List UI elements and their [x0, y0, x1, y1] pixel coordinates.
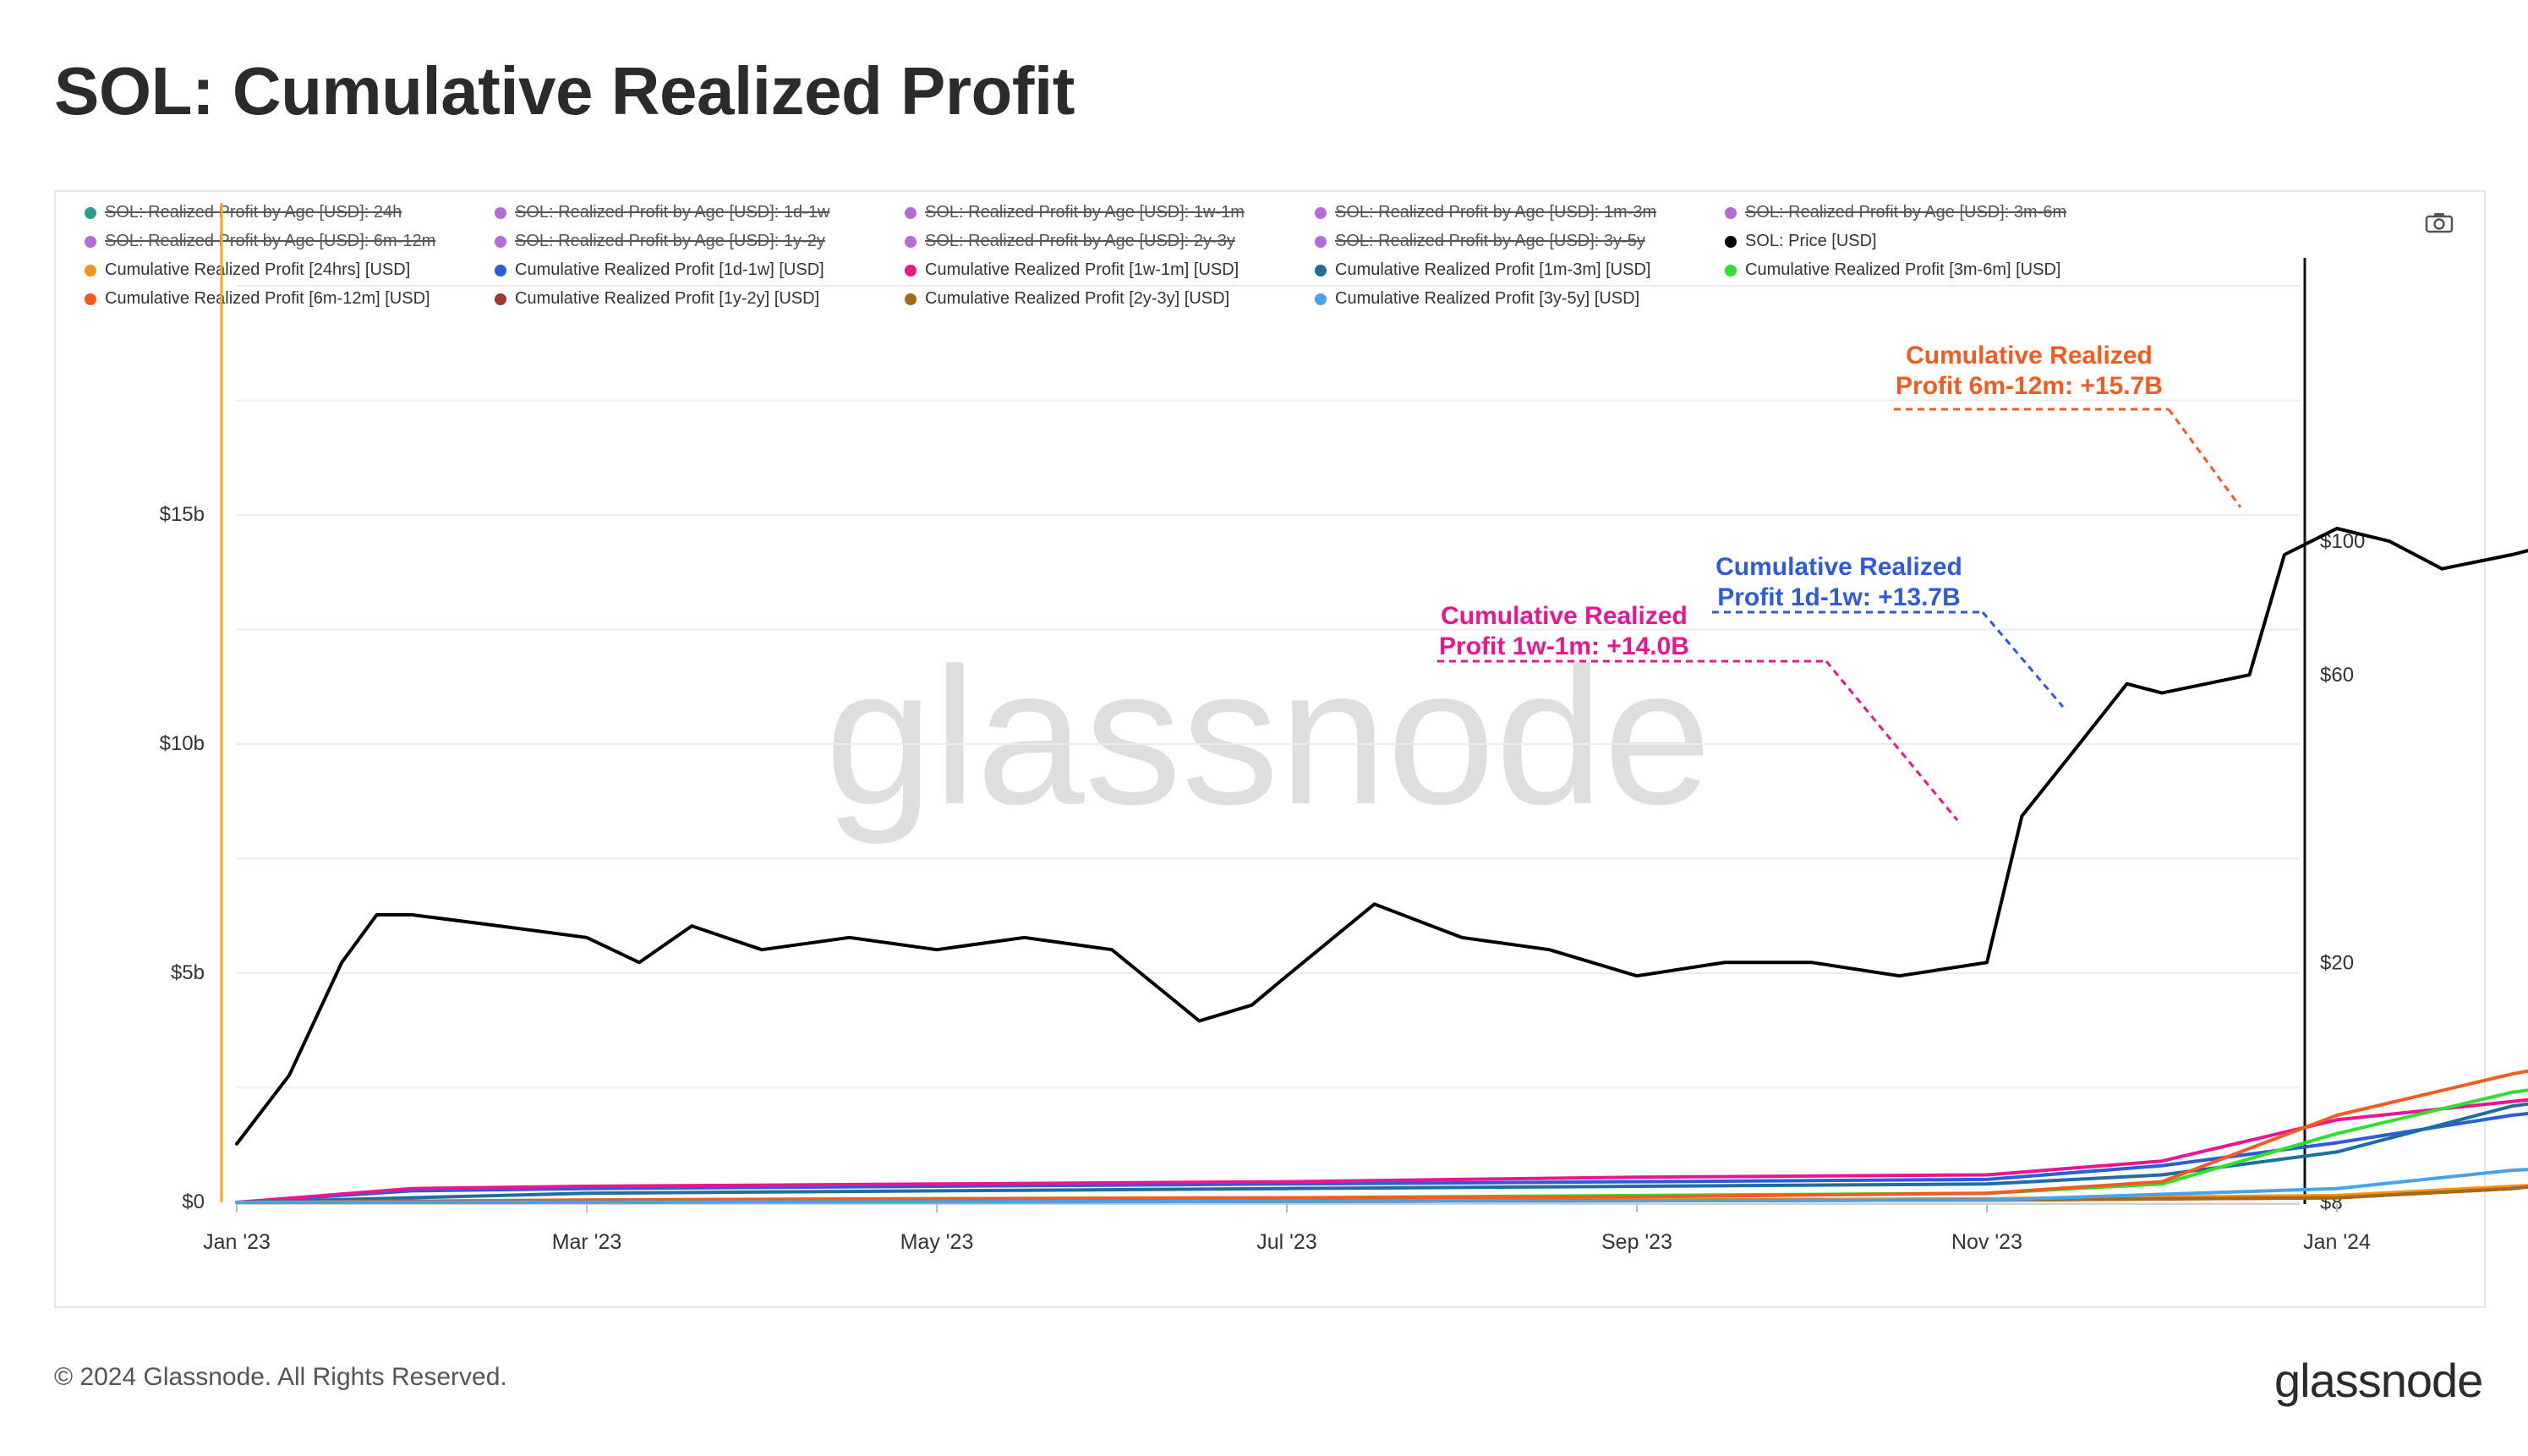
legend-label: SOL: Realized Profit by Age [USD]: 1y-2y [515, 232, 825, 250]
legend-dot-icon [495, 206, 506, 219]
legend-item[interactable]: Cumulative Realized Profit [1d-1w] [USD] [495, 260, 824, 280]
legend-label: Cumulative Realized Profit [6m-12m] [USD… [105, 289, 430, 308]
legend-item[interactable]: SOL: Realized Profit by Age [USD]: 24h [85, 203, 402, 222]
legend-item[interactable]: Cumulative Realized Profit [3y-5y] [USD] [1315, 289, 1639, 309]
legend-dot-icon [85, 235, 96, 248]
camera-icon[interactable] [2425, 211, 2454, 233]
legend-dot-icon [905, 293, 917, 305]
annotation-text: Profit 1w-1m: +14.0B [1439, 632, 1689, 660]
legend-item[interactable]: Cumulative Realized Profit [3m-6m] [USD] [1725, 260, 2060, 280]
legend-item[interactable]: Cumulative Realized Profit [6m-12m] [USD… [85, 289, 430, 309]
series-lines [235, 527, 2528, 1204]
legend-item[interactable]: Cumulative Realized Profit [24hrs] [USD] [85, 260, 410, 280]
watermark: glassnode [825, 627, 1712, 845]
chart-frame [54, 190, 2486, 1308]
legend-item[interactable]: SOL: Price [USD] [1725, 232, 1877, 251]
annotation-text: Cumulative Realized [1441, 602, 1688, 630]
page-title: SOL: Cumulative Realized Profit [54, 53, 1075, 129]
legend-dot-icon [85, 293, 96, 305]
legend-dot-icon [495, 293, 506, 305]
legend-item[interactable]: SOL: Realized Profit by Age [USD]: 3y-5y [1315, 232, 1645, 251]
legend-label: SOL: Realized Profit by Age [USD]: 3m-6m [1745, 203, 2067, 222]
legend-label: Cumulative Realized Profit [24hrs] [USD] [105, 260, 411, 279]
legend-label: SOL: Realized Profit by Age [USD]: 1w-1m [925, 203, 1245, 222]
series-line [235, 1088, 2528, 1204]
legend-dot-icon [495, 235, 506, 248]
copyright-footer: © 2024 Glassnode. All Rights Reserved. [54, 1363, 507, 1391]
x-tick-label: Jan '24 [2303, 1230, 2371, 1254]
legend-item[interactable]: Cumulative Realized Profit [1w-1m] [USD] [905, 260, 1239, 280]
y-right-tick-label: $60 [2320, 664, 2354, 687]
legend-dot-icon [85, 206, 96, 219]
annotation-text: Cumulative Realized [1715, 553, 1962, 581]
series-line [235, 1069, 2528, 1204]
legend-item[interactable]: SOL: Realized Profit by Age [USD]: 1w-1m [905, 203, 1245, 222]
annotation-leader [1825, 660, 1959, 821]
legend-label: SOL: Price [USD] [1745, 232, 1877, 250]
x-tick-label: Jul '23 [1256, 1230, 1316, 1254]
legend-item[interactable]: SOL: Realized Profit by Age [USD]: 1m-3m [1315, 203, 1656, 222]
legend-dot-icon [85, 264, 96, 276]
grid [237, 284, 2300, 1203]
x-tick-label: Jan '23 [203, 1230, 271, 1254]
x-tick-label: Sep '23 [1601, 1230, 1672, 1254]
legend-label: Cumulative Realized Profit [3y-5y] [USD] [1335, 289, 1640, 308]
legend-dot-icon [1315, 235, 1327, 248]
series-line [235, 1185, 2528, 1204]
legend-dot-icon [905, 264, 917, 276]
legend-dot-icon [905, 206, 917, 219]
annotation-leader [2167, 408, 2242, 508]
legend-label: SOL: Realized Profit by Age [USD]: 24h [105, 203, 402, 222]
legend-dot-icon [1725, 264, 1737, 276]
legend-label: SOL: Realized Profit by Age [USD]: 3y-5y [1335, 232, 1645, 250]
legend-label: SOL: Realized Profit by Age [USD]: 6m-12… [105, 232, 436, 250]
legend-item[interactable]: SOL: Realized Profit by Age [USD]: 1y-2y [495, 232, 825, 251]
legend-item[interactable]: SOL: Realized Profit by Age [USD]: 1d-1w [495, 203, 829, 222]
legend-item[interactable]: Cumulative Realized Profit [1y-2y] [USD] [495, 289, 819, 309]
annotation-text: Profit 1d-1w: +13.7B [1717, 583, 1961, 611]
annotation-text: Cumulative Realized [1906, 342, 2153, 369]
annotations: Cumulative Realized Profit 6m-12m: +15.7B… [1437, 342, 2242, 821]
series-line [235, 1111, 2528, 1204]
price-line [235, 527, 2528, 1146]
legend-item[interactable]: SOL: Realized Profit by Age [USD]: 6m-12… [85, 232, 435, 251]
legend-dot-icon [905, 235, 917, 248]
legend-dot-icon [1315, 264, 1327, 276]
legend-label: Cumulative Realized Profit [1w-1m] [USD] [925, 260, 1239, 279]
x-tick-label: May '23 [900, 1230, 974, 1254]
annotation-leader [1981, 611, 2065, 708]
legend-dot-icon [1725, 206, 1737, 219]
legend-label: Cumulative Realized Profit [1m-3m] [USD] [1335, 260, 1651, 279]
legend-item[interactable]: SOL: Realized Profit by Age [USD]: 3m-6m [1725, 203, 2066, 222]
glassnode-logo: glassnode [2274, 1354, 2483, 1407]
legend-label: SOL: Realized Profit by Age [USD]: 1d-1w [515, 203, 830, 222]
x-tick-label: Nov '23 [1951, 1230, 2022, 1254]
legend-dot-icon [495, 264, 506, 276]
legend-item[interactable]: SOL: Realized Profit by Age [USD]: 2y-3y [905, 232, 1235, 251]
legend-dot-icon [1315, 206, 1327, 219]
y-left-tick-label: $10b [160, 732, 205, 755]
legend-label: SOL: Realized Profit by Age [USD]: 2y-3y [925, 232, 1235, 250]
series-line [235, 1185, 2528, 1204]
annotation-text: Profit 6m-12m: +15.7B [1896, 372, 2163, 400]
series-line [235, 1102, 2528, 1204]
legend-dot-icon [1725, 235, 1737, 248]
series-line [235, 1097, 2528, 1204]
legend-item[interactable]: Cumulative Realized Profit [1m-3m] [USD] [1315, 260, 1650, 280]
legend-label: SOL: Realized Profit by Age [USD]: 1m-3m [1335, 203, 1657, 222]
legend-label: Cumulative Realized Profit [1y-2y] [USD] [515, 289, 820, 308]
legend-label: Cumulative Realized Profit [3m-6m] [USD] [1745, 260, 2061, 279]
legend-label: Cumulative Realized Profit [1d-1w] [USD] [515, 260, 824, 279]
series-line [235, 1168, 2528, 1204]
y-left-tick-label: $0 [182, 1191, 205, 1213]
x-tick-label: Mar '23 [552, 1230, 622, 1254]
legend-item[interactable]: Cumulative Realized Profit [2y-3y] [USD] [905, 289, 1229, 309]
y-right-tick-label: $20 [2320, 951, 2354, 974]
y-left-tick-label: $5b [171, 961, 205, 984]
legend-dot-icon [1315, 293, 1327, 305]
y-left-tick-label: $15b [160, 503, 205, 526]
legend-label: Cumulative Realized Profit [2y-3y] [USD] [925, 289, 1230, 308]
